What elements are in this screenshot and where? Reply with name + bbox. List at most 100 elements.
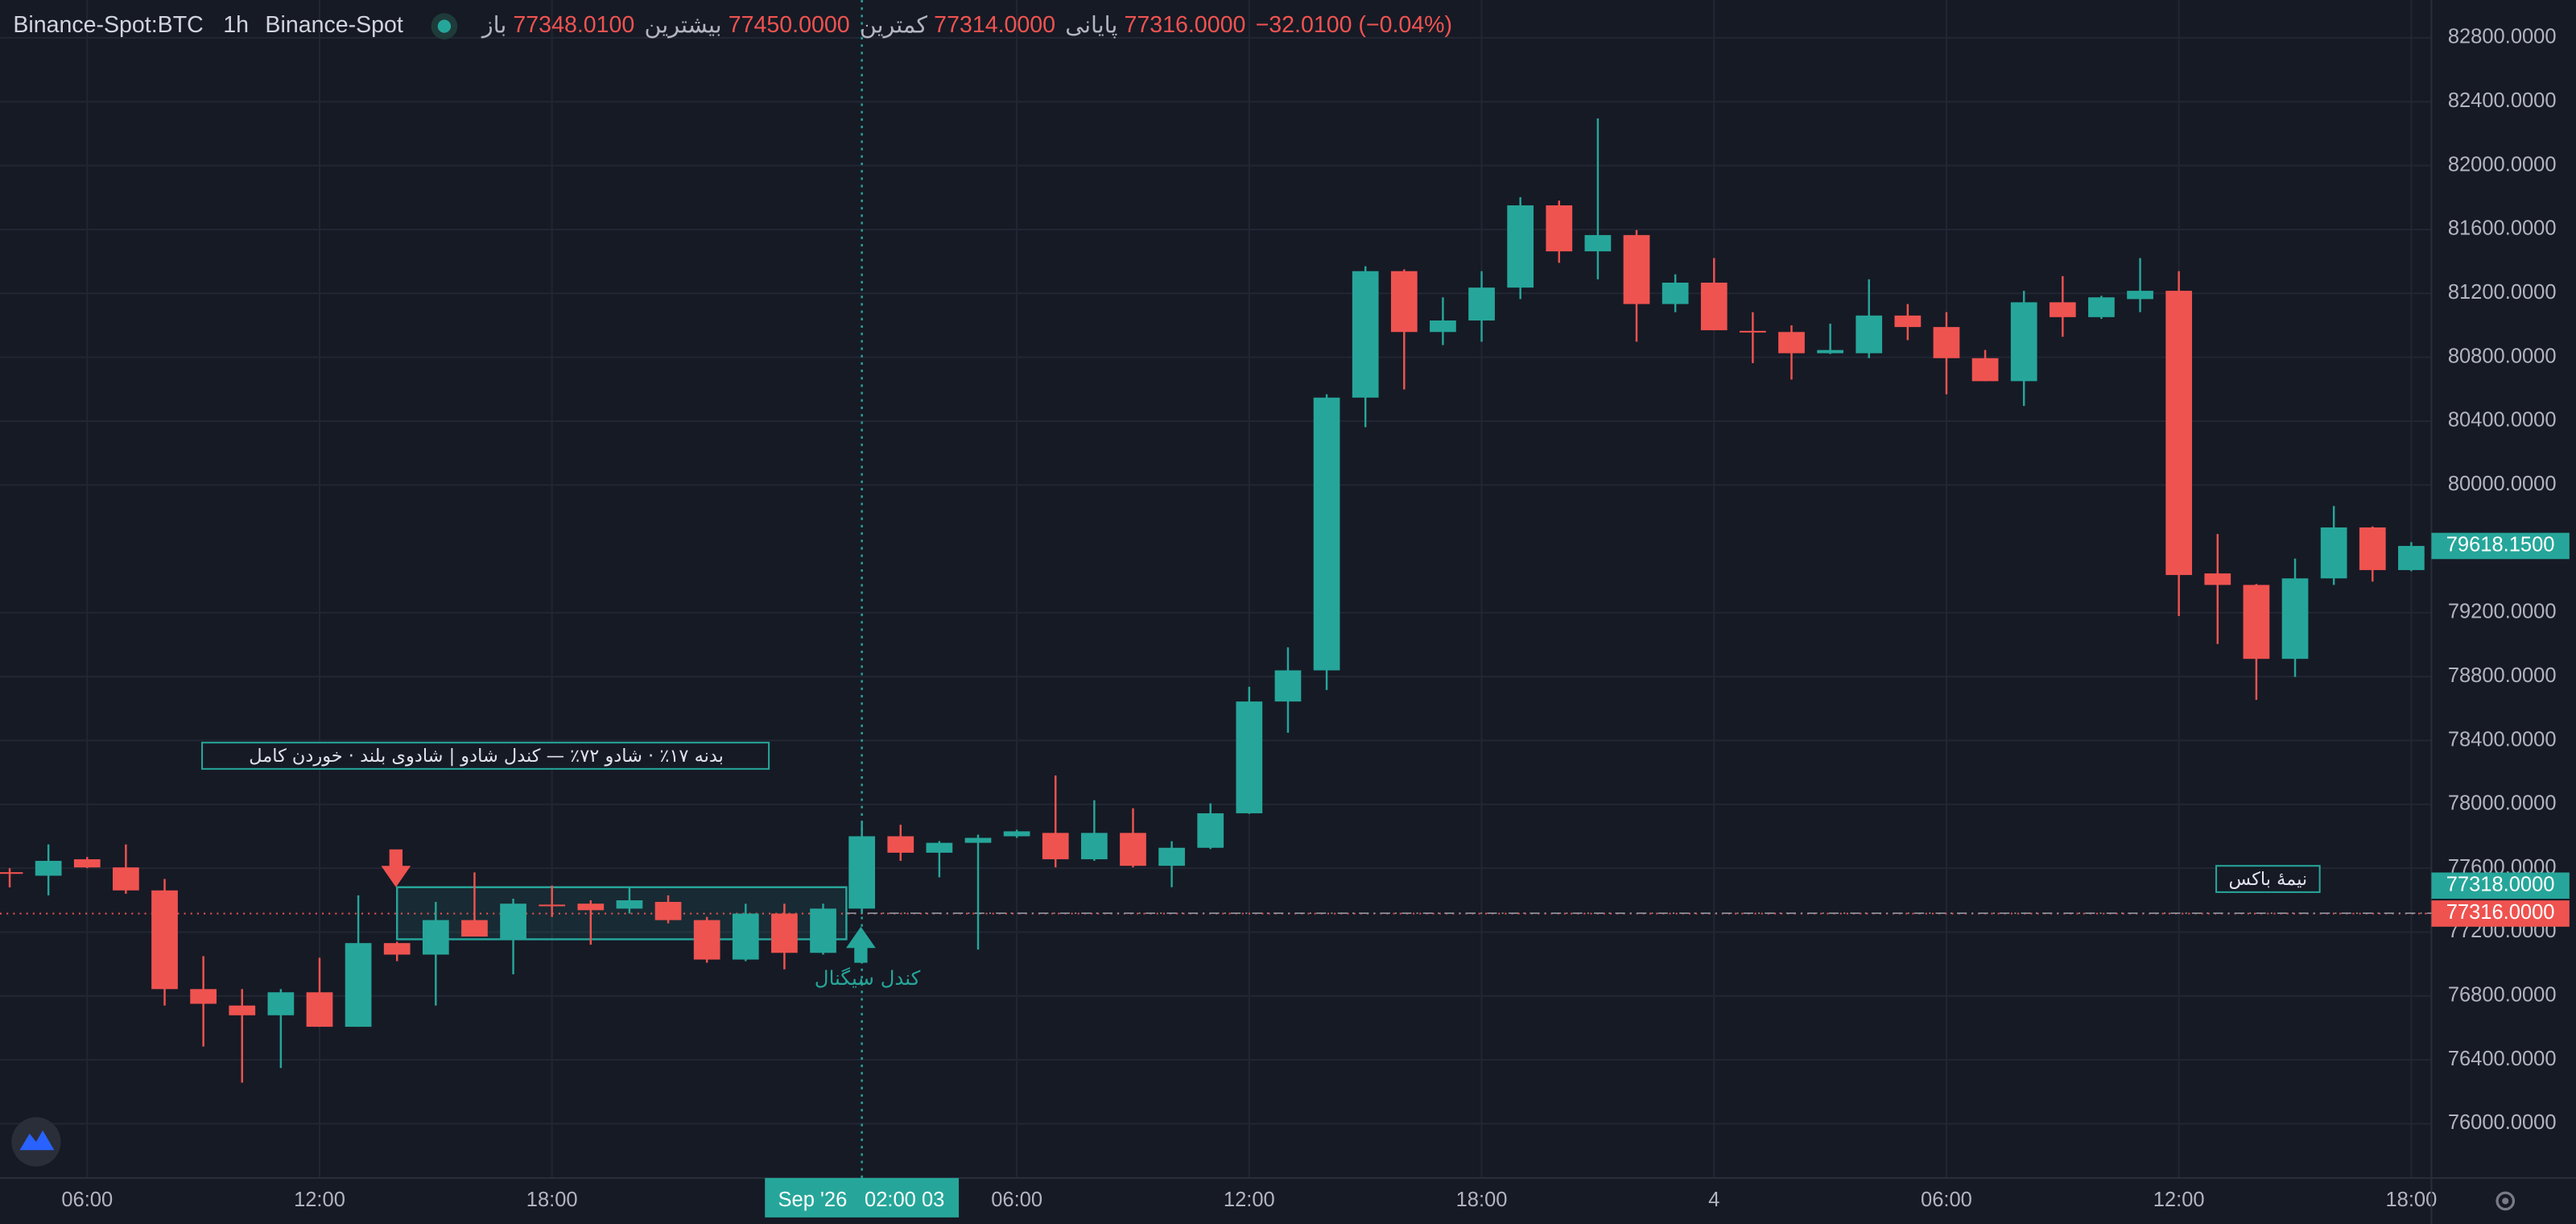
candle-body: [345, 943, 372, 1028]
candle-body: [0, 872, 23, 875]
symbol: Binance-Spot:BTC: [13, 12, 203, 38]
candle-body: [151, 890, 178, 990]
y-tick-label: 78400.0000: [2448, 728, 2557, 751]
price-label: 77318.0000: [2446, 874, 2555, 896]
candle-body: [500, 904, 526, 941]
candle-body: [1700, 282, 1728, 331]
candle-body: [2243, 585, 2270, 660]
candle-body: [539, 904, 566, 907]
x-tick-label: 06:00: [61, 1189, 113, 1211]
price-label-box: [2431, 900, 2570, 927]
candle-body: [1003, 831, 1030, 837]
legend-value: 77316.0000: [1124, 12, 1245, 38]
candle-body: [1740, 330, 1766, 333]
candle-body: [2049, 302, 2076, 317]
x-tick-label: 06:00: [991, 1189, 1042, 1211]
crosshair-time-box: [765, 1177, 960, 1218]
y-tick-label: 76000.0000: [2448, 1111, 2557, 1134]
candle-body: [1817, 349, 1843, 354]
candle-body: [461, 920, 488, 937]
y-tick-label: 82000.0000: [2448, 153, 2557, 176]
candle-body: [1468, 287, 1495, 320]
candle-body: [1120, 833, 1146, 866]
y-tick-label: 81200.0000: [2448, 281, 2557, 304]
price-label-box: [2431, 532, 2570, 560]
y-tick-label: 76400.0000: [2448, 1048, 2557, 1070]
y-tick-label: 80400.0000: [2448, 409, 2557, 432]
x-tick-label: 12:00: [2153, 1189, 2205, 1211]
candle-body: [616, 900, 643, 909]
y-tick-label: 78800.0000: [2448, 664, 2557, 687]
candle-body: [190, 989, 217, 1004]
y-tick-label: 79200.0000: [2448, 601, 2557, 623]
candle-body: [1662, 282, 1689, 304]
candle-body: [577, 904, 605, 911]
candle-body: [1390, 271, 1418, 333]
sell-arrow: [381, 849, 411, 887]
candle-body: [1158, 847, 1185, 866]
note-box: [200, 742, 770, 770]
candle-body: [1352, 271, 1379, 398]
candle-body: [113, 867, 139, 891]
candle-body: [926, 842, 953, 853]
candle-body: [1584, 234, 1612, 252]
y-tick-label: 78000.0000: [2448, 792, 2557, 815]
y-tick-label: 82800.0000: [2448, 26, 2557, 48]
legend-value: 77314.0000: [934, 12, 1055, 38]
status-dot: [437, 19, 452, 33]
candle-body: [267, 992, 295, 1015]
candle-body: [964, 837, 992, 843]
legend-label: پایانی: [1065, 11, 1117, 39]
interval: 1h: [223, 12, 249, 38]
y-tick-label: 82400.0000: [2448, 89, 2557, 112]
candle-body: [383, 943, 411, 955]
candle-body: [1623, 234, 1650, 304]
candle-body: [2127, 291, 2153, 300]
legend-label: باز: [481, 11, 506, 39]
candle-body: [229, 1005, 256, 1015]
x-tick-label: 06:00: [1921, 1189, 1972, 1211]
gear[interactable]: [2496, 1191, 2516, 1211]
candle-body: [693, 920, 720, 960]
x-tick-label: 18:00: [526, 1189, 578, 1211]
price-label: 79618.1500: [2446, 534, 2555, 556]
half-box-label: نیمهٔ باکس: [2229, 869, 2308, 890]
candle-body: [73, 859, 101, 868]
arrow-shaft: [854, 946, 868, 963]
signal-candle-label: کندل سیگنال: [815, 966, 921, 990]
candle-body: [2320, 527, 2347, 579]
candle-body: [1080, 833, 1108, 860]
gear-center[interactable]: [2502, 1197, 2509, 1205]
exchange: Binance-Spot: [265, 12, 402, 38]
candle-body: [422, 920, 449, 955]
candle-body: [887, 836, 914, 853]
x-tick-label: 12:00: [294, 1189, 345, 1211]
candle-body: [1507, 205, 1534, 288]
candle-body: [2165, 291, 2193, 576]
note-text: بدنه ۱۷٪ · شادو ۷۲٪ — کندل شادو | شادوی …: [249, 746, 724, 767]
arrow-head: [381, 866, 411, 887]
marks: [0, 118, 2432, 1083]
candle-body: [1236, 701, 1263, 813]
y-tick-label: 80800.0000: [2448, 345, 2557, 367]
candle-body: [2088, 297, 2115, 317]
candle-body: [2204, 573, 2231, 585]
overlay: Sep '26 02:00 03 79618.1500 77316.0000 77318…: [13, 0, 2570, 1218]
candle-body: [1778, 332, 1805, 354]
candle-body: [771, 913, 798, 953]
buy-arrow: [846, 926, 876, 963]
candle-body: [1042, 833, 1069, 860]
legend-value: 77348.0100: [513, 12, 634, 38]
y-tick-label: 76800.0000: [2448, 984, 2557, 1007]
logo-mark: [19, 1130, 55, 1151]
x-tick-label: 4: [1708, 1189, 1719, 1211]
candle-body: [35, 861, 62, 876]
settings-icon[interactable]: [2496, 1191, 2516, 1211]
candle-body: [1197, 813, 1224, 848]
candle-body: [2281, 578, 2309, 660]
price-label: 77316.0000: [2446, 901, 2555, 924]
candle-body: [2359, 527, 2386, 570]
crosshair-time: 02:00 03: [865, 1189, 944, 1211]
legend-change: −32.0100 (−0.04%): [1256, 12, 1452, 38]
